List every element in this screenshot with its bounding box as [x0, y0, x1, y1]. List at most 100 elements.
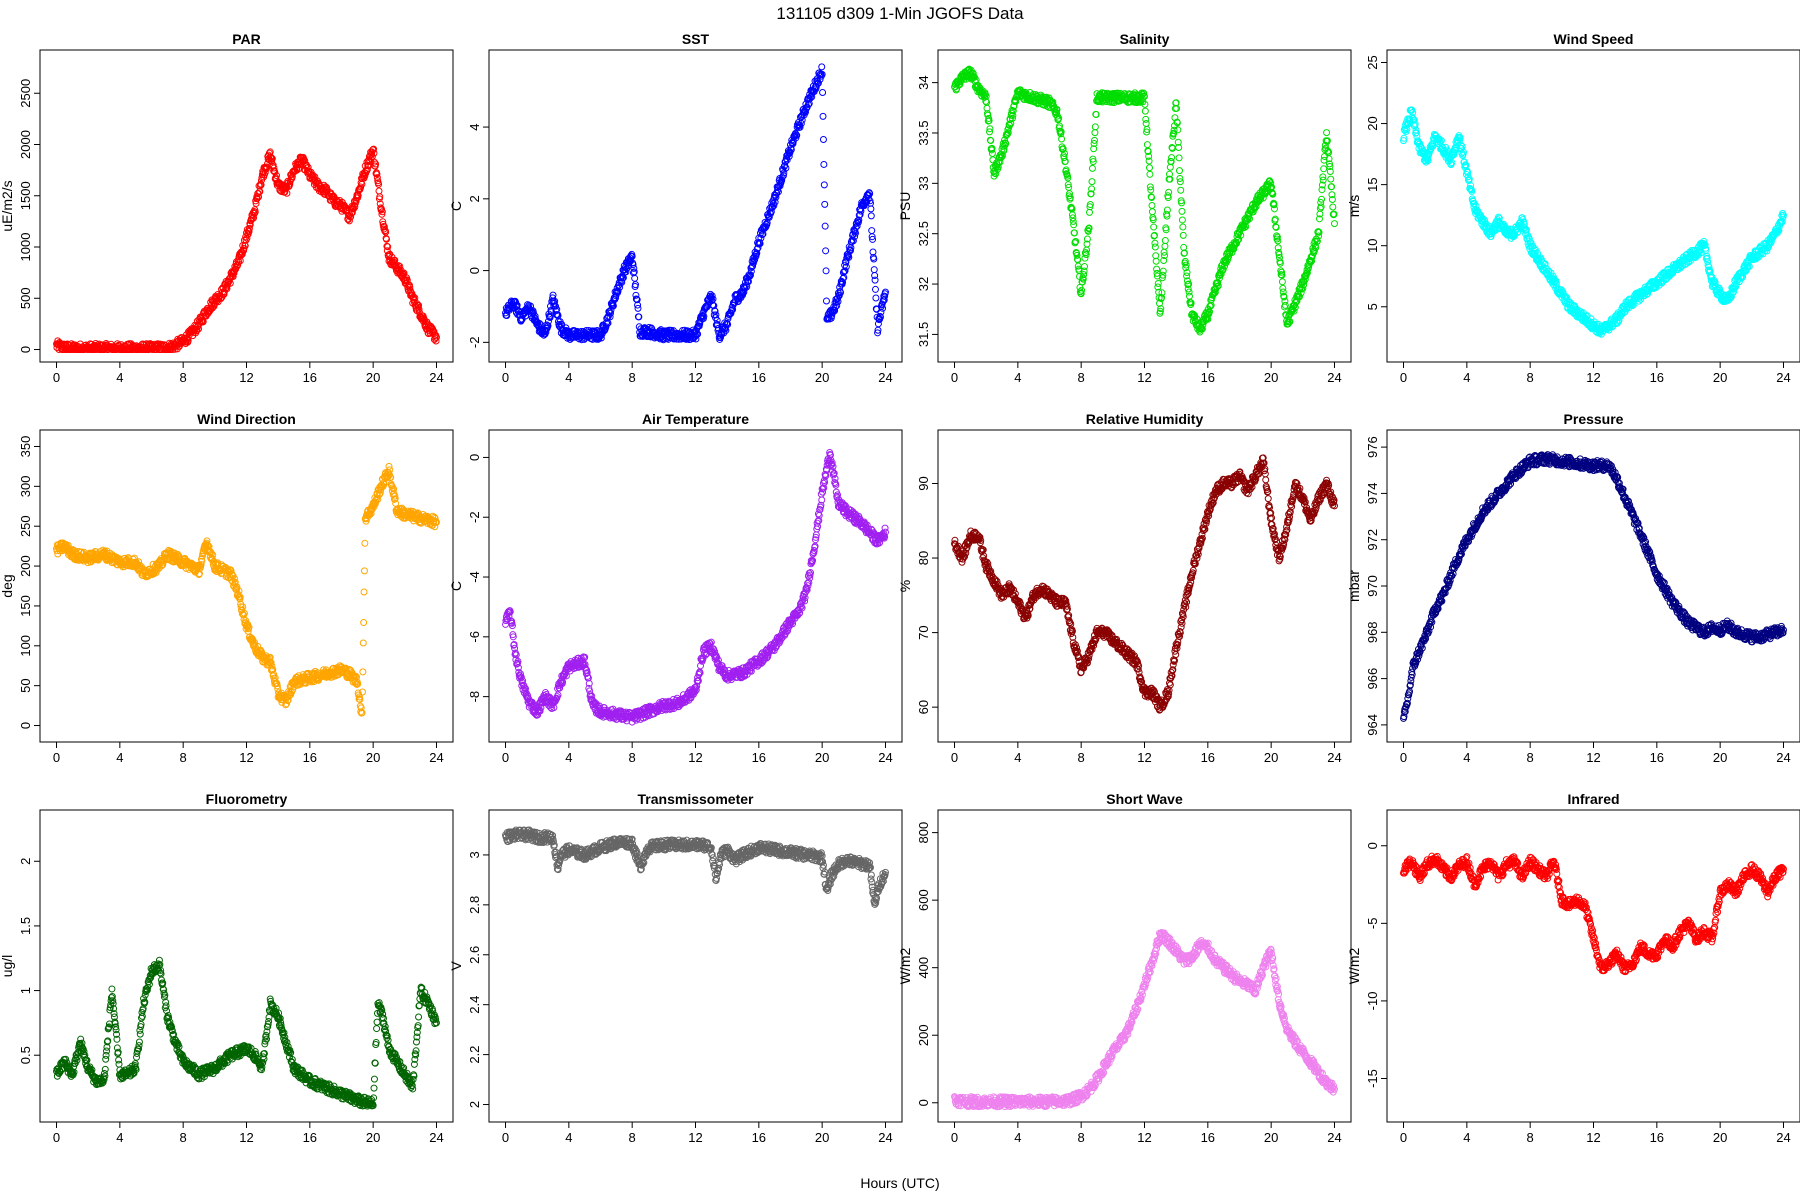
- par-point: [283, 189, 291, 197]
- wind-direction-point: [360, 567, 368, 575]
- salinity-xtick-label: 12: [1137, 370, 1151, 385]
- wind-direction-ytick-label: 350: [18, 436, 33, 458]
- air-temperature-xtick-label: 0: [502, 750, 509, 765]
- sst-ytick-label: 2: [467, 195, 482, 202]
- wind-direction-ytick-label: 200: [18, 555, 33, 577]
- par-ytick-label: 0: [18, 346, 33, 353]
- par-point: [266, 148, 274, 156]
- air-temperature-title: Air Temperature: [642, 411, 749, 427]
- sst-point: [822, 267, 830, 275]
- sst-ytick-label: 4: [467, 123, 482, 130]
- par-ytick-label: 1500: [18, 181, 33, 210]
- salinity-ytick-label: 31.5: [916, 322, 931, 347]
- par-point: [195, 325, 203, 333]
- par-ytick-label: 1000: [18, 233, 33, 262]
- salinity-point: [1088, 164, 1096, 172]
- salinity-xtick-label: 20: [1264, 370, 1278, 385]
- par-xtick-label: 0: [53, 370, 60, 385]
- salinity-point: [1161, 242, 1169, 250]
- air-temperature-xtick-label: 4: [565, 750, 572, 765]
- par-ylabel: uE/m2/s: [0, 180, 15, 231]
- sst-ylabel: C: [448, 201, 464, 211]
- salinity-point: [1323, 129, 1331, 137]
- par-point: [246, 221, 254, 229]
- wind-speed-xtick-label: 24: [1776, 370, 1790, 385]
- salinity-point: [1175, 154, 1183, 162]
- air-temperature-xtick-label: 16: [752, 750, 766, 765]
- sst-point: [819, 112, 827, 120]
- air-temperature-ytick-label: 0: [467, 454, 482, 461]
- wind-speed-ytick-label: 25: [1365, 55, 1380, 69]
- salinity-point: [1148, 202, 1156, 210]
- sst-xtick-label: 8: [629, 370, 636, 385]
- wind-speed-ytick-label: 20: [1365, 116, 1380, 130]
- salinity-ytick-label: 33: [916, 176, 931, 190]
- wind-direction-xtick-label: 16: [303, 750, 317, 765]
- salinity-point: [1150, 223, 1158, 231]
- wind-speed-xtick-label: 12: [1586, 370, 1600, 385]
- par-xtick-label: 12: [239, 370, 253, 385]
- par-xtick-label: 16: [303, 370, 317, 385]
- wind-direction-ytick-label: 250: [18, 515, 33, 537]
- wind-direction-xtick-label: 0: [53, 750, 60, 765]
- wind-direction-ylabel: deg: [0, 574, 15, 597]
- sst-point: [821, 200, 829, 208]
- wind-direction-xtick-label: 8: [180, 750, 187, 765]
- salinity-xtick-label: 0: [951, 370, 958, 385]
- salinity-point: [1142, 120, 1150, 128]
- air-temperature-ytick-label: -8: [467, 691, 482, 703]
- par-point: [252, 199, 260, 207]
- sst-point: [867, 212, 875, 220]
- wind-direction-points: [53, 462, 440, 717]
- par-ytick-label: 2000: [18, 130, 33, 159]
- sst-plot-frame: [488, 49, 903, 363]
- wind-direction-point: [360, 619, 368, 627]
- par-point: [254, 189, 262, 197]
- air-temperature-xtick-label: 8: [629, 750, 636, 765]
- par-point: [193, 326, 201, 334]
- salinity-point: [1086, 208, 1094, 216]
- salinity-point: [1161, 237, 1169, 245]
- salinity-xtick-label: 16: [1201, 370, 1215, 385]
- salinity-point: [1178, 216, 1186, 224]
- sst-xtick-label: 20: [815, 370, 829, 385]
- wind-speed-ytick-label: 15: [1365, 177, 1380, 191]
- wind-speed-title: Wind Speed: [1554, 31, 1634, 47]
- salinity-point: [1151, 243, 1159, 251]
- sst-point: [870, 266, 878, 274]
- sst-xtick-label: 0: [502, 370, 509, 385]
- par-point: [235, 258, 243, 266]
- par-point: [250, 210, 258, 218]
- wind-direction-title: Wind Direction: [197, 411, 296, 427]
- salinity-ytick-label: 33.5: [916, 120, 931, 145]
- salinity-point: [1278, 278, 1286, 286]
- wind-direction-xtick-label: 24: [429, 750, 443, 765]
- salinity-point: [1179, 223, 1187, 231]
- sst-point: [872, 294, 880, 302]
- salinity-points: [951, 65, 1338, 336]
- wind-direction-ytick-label: 0: [18, 722, 33, 729]
- sst-point: [822, 297, 830, 305]
- par-point: [243, 234, 251, 242]
- salinity-point: [1088, 178, 1096, 186]
- sst-point: [821, 222, 829, 230]
- par-ytick-label: 500: [18, 287, 33, 309]
- wind-direction-ytick-label: 100: [18, 635, 33, 657]
- salinity-point: [1146, 170, 1154, 178]
- air-temperature-xtick-label: 24: [878, 750, 892, 765]
- air-temperature-ylabel: C: [448, 581, 464, 591]
- par-point: [230, 269, 238, 277]
- salinity-point: [1168, 154, 1176, 162]
- salinity-point: [1175, 167, 1183, 175]
- sst-ytick-label: -2: [467, 337, 482, 349]
- sst-point: [868, 227, 876, 235]
- salinity-point: [1180, 243, 1188, 251]
- wind-direction-point: [359, 639, 367, 647]
- wind-speed-xtick-label: 8: [1527, 370, 1534, 385]
- wind-speed-ytick-label: 5: [1365, 303, 1380, 310]
- sst-point: [631, 274, 639, 282]
- sst-xtick-label: 12: [688, 370, 702, 385]
- salinity-point: [1081, 263, 1089, 271]
- salinity-point: [1177, 186, 1185, 194]
